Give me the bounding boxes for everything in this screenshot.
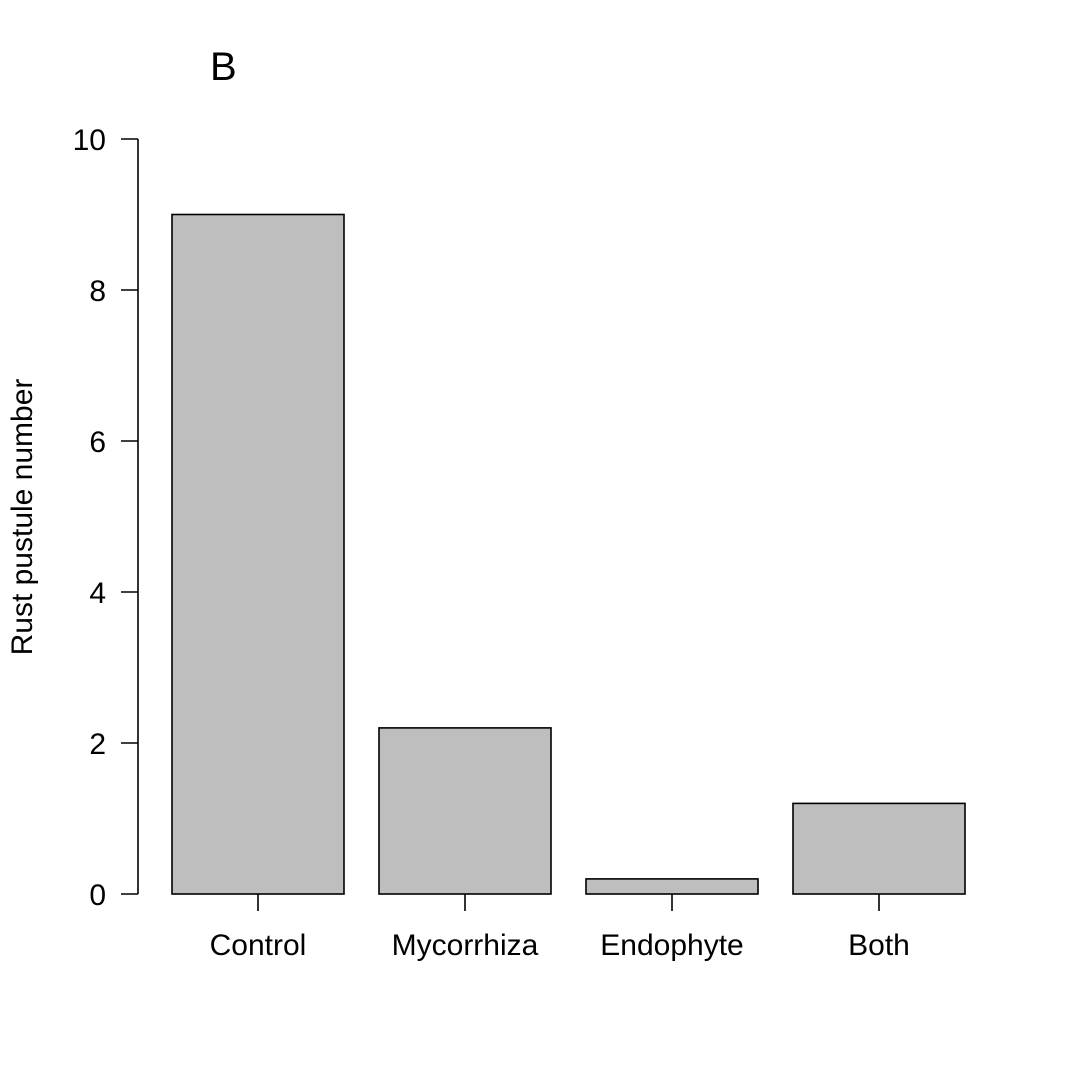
- y-axis: 0 2 4 6 8 10: [73, 124, 139, 912]
- x-tick-label-endophyte: Endophyte: [600, 929, 743, 962]
- bars-layer: [171, 213, 966, 895]
- y-tick-label: 0: [89, 879, 106, 912]
- y-axis-title: Rust pustule number: [6, 379, 39, 656]
- y-tick-label: 8: [89, 275, 106, 308]
- y-tick-label: 6: [89, 426, 106, 459]
- y-tick-label: 4: [89, 577, 106, 610]
- x-tick-label-control: Control: [210, 929, 307, 962]
- panel-label: B: [210, 45, 237, 89]
- bar-endophyte: [585, 878, 759, 895]
- x-axis: Control Mycorrhiza Endophyte Both: [210, 894, 910, 962]
- y-tick-label: 10: [73, 124, 106, 157]
- x-tick-label-both: Both: [848, 929, 910, 962]
- bar-both: [792, 802, 966, 895]
- x-tick-label-mycorrhiza: Mycorrhiza: [392, 929, 539, 962]
- bar-mycorrhiza: [378, 727, 552, 895]
- bar-control: [171, 213, 345, 895]
- y-tick-label: 2: [89, 728, 106, 761]
